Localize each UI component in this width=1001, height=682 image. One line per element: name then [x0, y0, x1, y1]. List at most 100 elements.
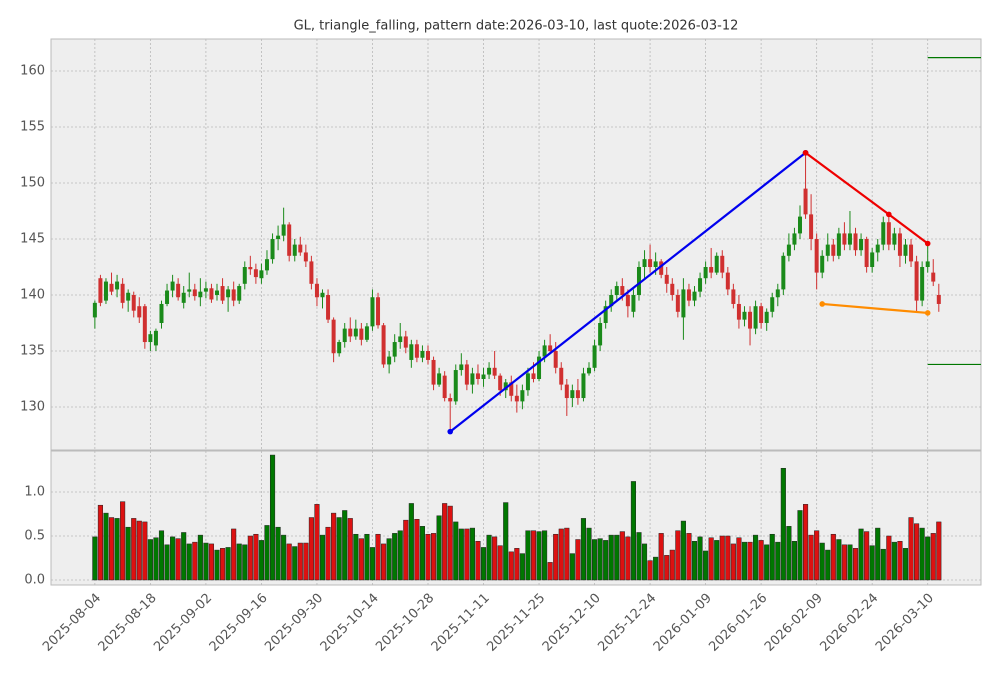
volume-bar — [186, 543, 192, 581]
volume-bar — [525, 530, 531, 581]
volume-bar — [347, 518, 353, 581]
volume-bar — [480, 547, 487, 581]
candle-body — [320, 292, 325, 298]
candle-body — [387, 356, 392, 365]
candle-body — [742, 311, 747, 320]
candle-body — [570, 390, 575, 399]
volume-bar — [669, 549, 675, 581]
volume-bar — [630, 481, 636, 581]
volume-bar — [497, 545, 503, 581]
x-tick-label: 2025-08-04 — [40, 591, 104, 655]
candle-body — [98, 278, 103, 303]
candle-body — [809, 214, 814, 240]
candle-body — [503, 382, 508, 391]
volume-bar — [691, 541, 698, 581]
candle-body — [881, 222, 886, 245]
volume-tick-label: 0.5 — [24, 528, 45, 543]
pattern-line — [822, 302, 928, 315]
candle-body — [270, 239, 275, 260]
volume-bar — [408, 503, 414, 581]
candle-body — [298, 244, 303, 253]
volume-bar — [653, 556, 659, 581]
candle-body — [709, 267, 714, 273]
candle-body — [120, 283, 125, 303]
volume-bar — [641, 543, 648, 581]
candle-body — [142, 306, 147, 343]
candle-body — [520, 390, 525, 402]
candle-body — [464, 364, 469, 385]
candle-body — [437, 373, 442, 385]
volume-bar — [375, 533, 381, 581]
volume-bar — [197, 534, 203, 581]
candle-body — [187, 289, 192, 292]
candle-body — [487, 367, 492, 375]
volume-bar — [192, 541, 198, 581]
volume-bar — [586, 527, 592, 581]
volume-bar — [158, 530, 165, 581]
candle-body — [686, 289, 691, 301]
volume-bar — [597, 538, 603, 581]
candle-body — [886, 222, 891, 245]
volume-bar — [625, 536, 631, 581]
candle-body — [431, 359, 436, 385]
candle-body — [836, 233, 841, 256]
volume-bar — [647, 560, 653, 581]
volume-bar — [697, 536, 703, 581]
pattern-point — [924, 310, 931, 316]
candle-body — [725, 272, 730, 290]
volume-bar — [208, 543, 215, 581]
x-tick-label: 2025-09-30 — [262, 591, 326, 655]
candle-body — [764, 311, 769, 324]
volume-bar — [719, 535, 725, 581]
candle-body — [148, 334, 153, 343]
volume-tick-label: 1.0 — [24, 485, 45, 500]
x-tick-label: 2025-11-25 — [484, 591, 548, 655]
candle-body — [514, 395, 519, 402]
candle-body — [636, 267, 641, 296]
x-tick-label: 2025-12-24 — [595, 591, 659, 655]
volume-bar — [791, 541, 797, 581]
volume-bar — [358, 538, 364, 581]
volume-bar — [147, 539, 153, 581]
chart-title: GL, triangle_falling, pattern date:2026-… — [294, 19, 739, 34]
candle-body — [326, 295, 331, 320]
candle-body — [914, 261, 919, 301]
volume-bar — [253, 533, 259, 581]
candle-body — [664, 274, 669, 284]
volume-bar — [258, 540, 264, 581]
candle-body — [775, 289, 780, 298]
x-tick-label: 2025-10-14 — [318, 591, 382, 655]
volume-bar — [875, 527, 881, 581]
candle-body — [820, 255, 825, 273]
candle-body — [442, 375, 447, 399]
candle-body — [153, 330, 158, 346]
candle-body — [753, 306, 758, 329]
volume-bar — [142, 521, 148, 581]
volume-bar — [925, 536, 931, 581]
candle-body — [403, 336, 408, 348]
candle-body — [115, 281, 120, 290]
candle-body — [203, 288, 208, 292]
volume-bar — [841, 544, 847, 581]
volume-bar — [902, 548, 909, 581]
volume-bar — [536, 531, 542, 581]
volume-bar — [802, 504, 809, 581]
pattern-point — [802, 149, 809, 156]
candle-body — [420, 351, 425, 358]
candle-body — [287, 224, 292, 256]
x-tick-label: 2026-01-26 — [706, 591, 770, 655]
candle-body — [564, 384, 569, 399]
volume-bar — [725, 535, 731, 581]
volume-bar — [919, 527, 925, 581]
candle-body — [853, 233, 858, 251]
candle-body — [759, 306, 764, 324]
candle-body — [314, 283, 319, 298]
candle-body — [237, 286, 242, 301]
volume-bar — [869, 545, 875, 581]
volume-bar — [136, 520, 142, 581]
volume-bar — [103, 512, 109, 581]
volume-bar — [181, 532, 187, 581]
candle-body — [414, 344, 419, 358]
volume-bar — [530, 530, 537, 581]
volume-bar — [764, 544, 770, 581]
